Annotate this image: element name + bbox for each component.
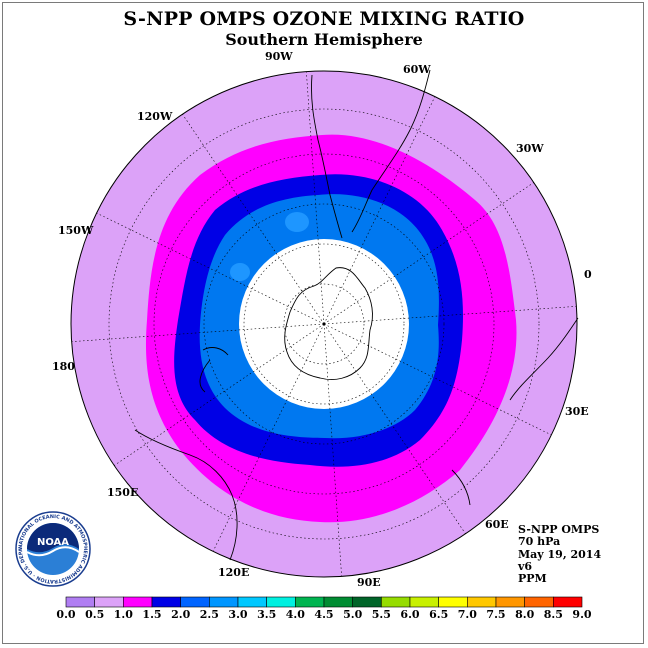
colorbar-tick-label: 5.5 [371, 608, 391, 621]
lon-label-120w: 120W [137, 110, 173, 123]
colorbar-tick-label: 1.5 [142, 608, 162, 621]
info-level: 70 hPa [518, 535, 561, 549]
colorbar-cell [295, 596, 325, 608]
colorbar-tick-label: 2.0 [171, 608, 191, 621]
colorbar-tick-label: 0.5 [85, 608, 105, 621]
antarctica-coast [284, 267, 373, 380]
colorbar-tick-label: 6.0 [400, 608, 420, 621]
ozone-patch-light-blue [230, 263, 250, 281]
colorbar-tick-label: 7.0 [457, 608, 477, 621]
ozone-patch-light-blue [285, 212, 309, 232]
colorbar-cell [65, 596, 95, 608]
colorbar-cells [65, 596, 583, 608]
madagascar-coast [451, 469, 471, 506]
page-subtitle: Southern Hemisphere [225, 30, 423, 49]
colorbar-cell [352, 596, 382, 608]
info-units: PPM [518, 572, 547, 586]
colorbar-tick-label: 0.0 [56, 608, 76, 621]
page-title: S-NPP OMPS OZONE MIXING RATIO [123, 8, 525, 30]
colorbar-tick-label: 4.5 [314, 608, 334, 621]
lon-label-150w: 150W [58, 224, 94, 237]
lon-label-30w: 30W [516, 142, 544, 155]
lon-label-90e: 90E [357, 576, 381, 589]
colorbar-cell [323, 596, 353, 608]
colorbar-tick-label: 4.0 [285, 608, 305, 621]
info-block: S-NPP OMPS 70 hPa May 19, 2014 v6 PPM [518, 523, 602, 586]
colorbar-tick-label: 3.5 [257, 608, 277, 621]
colorbar-cell [553, 596, 583, 608]
noaa-logo: NATIONAL OCEANIC AND ATMOSPHERIC ADMINIS… [14, 510, 91, 587]
colorbar-cell [381, 596, 411, 608]
colorbar-tick-label: 7.5 [486, 608, 506, 621]
new-zealand-coast [199, 347, 229, 393]
coastlines [134, 69, 579, 561]
info-satellite: S-NPP OMPS [518, 523, 600, 536]
colorbar-cell [438, 596, 468, 608]
colorbar-cell [467, 596, 497, 608]
lon-label-60w: 60W [403, 63, 431, 76]
info-date: May 19, 2014 [518, 547, 602, 561]
lon-label-90w: 90W [265, 50, 293, 63]
south-pole-dot [322, 322, 326, 326]
colorbar-cell [266, 596, 296, 608]
colorbar-cell [409, 596, 439, 608]
colorbar-tick-label: 6.5 [429, 608, 449, 621]
africa-coast [509, 317, 579, 401]
lon-label-150e: 150E [107, 486, 139, 499]
lon-label-180: 180 [52, 360, 75, 373]
colorbar-cell [123, 596, 153, 608]
colorbar-tick-label: 8.0 [515, 608, 535, 621]
colorbar-cell [237, 596, 267, 608]
colorbar-cell [151, 596, 181, 608]
lon-label-30e: 30E [565, 405, 589, 418]
colorbar-tick-label: 9.0 [572, 608, 592, 621]
colorbar-tick-label: 8.5 [543, 608, 563, 621]
colorbar-tick-label: 2.5 [199, 608, 219, 621]
colorbar-tick-label: 5.0 [343, 608, 363, 621]
colorbar-cell [209, 596, 239, 608]
colorbar-tick-label: 1.0 [113, 608, 133, 621]
colorbar-cell [180, 596, 210, 608]
lon-label-60e: 60E [485, 518, 509, 531]
australia-coast [134, 429, 238, 561]
south-america-coast-east [351, 69, 431, 233]
south-america-coast [311, 74, 343, 239]
colorbar-cell [94, 596, 124, 608]
colorbar-cell [495, 596, 525, 608]
colorbar-tick-label: 3.0 [228, 608, 248, 621]
lon-label-120e: 120E [218, 566, 250, 579]
graticule [108, 108, 540, 540]
noaa-logo-text: NOAA [37, 537, 69, 548]
lon-label-0: 0 [584, 268, 592, 281]
info-version: v6 [518, 559, 533, 573]
colorbar-cell [524, 596, 554, 608]
map-boundary [70, 70, 578, 578]
